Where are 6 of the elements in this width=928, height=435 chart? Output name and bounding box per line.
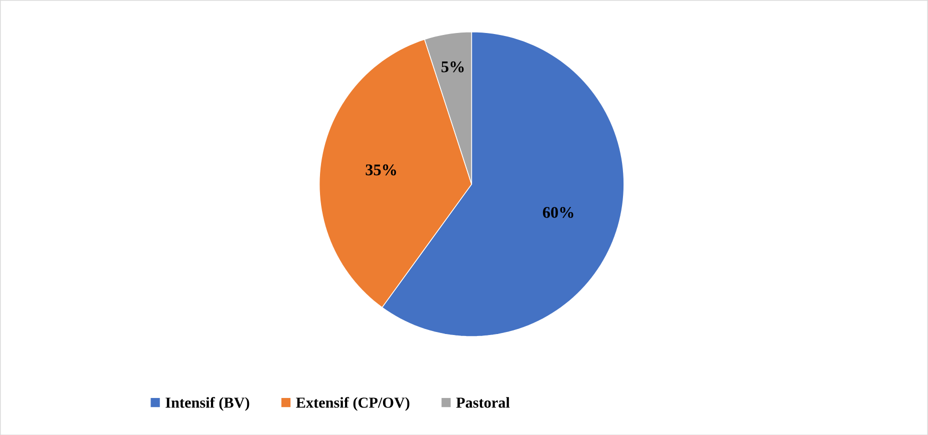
data-label: 5% [442, 61, 464, 72]
legend-label: Extensif (CP/OV) [296, 396, 410, 411]
data-label: 60% [542, 206, 574, 218]
data-label: 35% [366, 164, 396, 176]
legend-label: Intensif (BV) [166, 396, 250, 411]
legend-label: Pastoral [456, 396, 510, 408]
